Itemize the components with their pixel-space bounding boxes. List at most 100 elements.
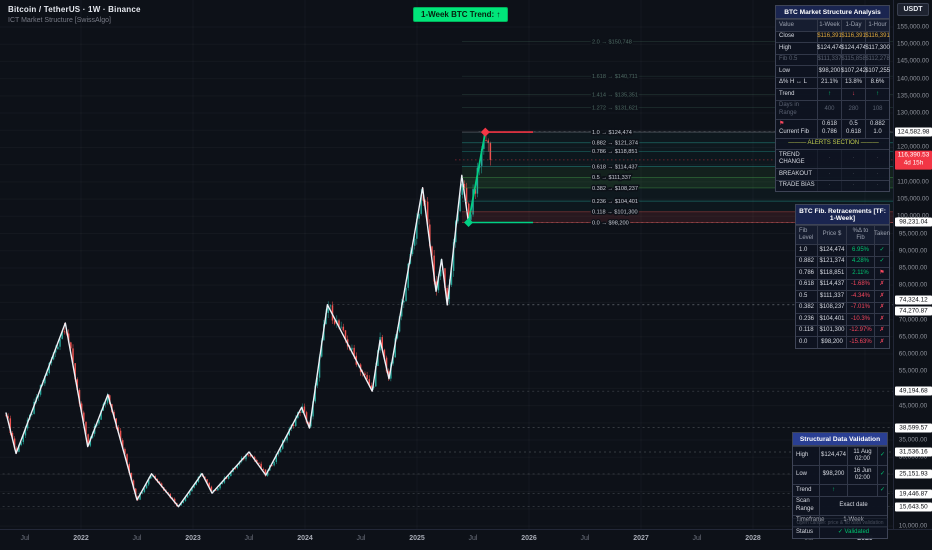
price-level-badge: 98,231.04 (895, 217, 932, 227)
candle-body (368, 379, 371, 386)
candle-body (44, 375, 46, 384)
candle-body (247, 454, 249, 456)
fib-level-label: 0.786 → $118,851 (592, 149, 638, 155)
candle-body (24, 428, 27, 436)
row-label: Scan Range (796, 498, 814, 512)
ms-row-trend: Trend ↑ ↓ ↑ (776, 88, 889, 100)
value-cell: Exact date (819, 496, 887, 515)
price-axis[interactable]: USDT 155,000.00 150,000.00 145,000.00 140,0… (893, 0, 932, 530)
candle-body (121, 440, 124, 449)
candle-body (180, 503, 182, 506)
candle-body (80, 403, 83, 413)
fib-price-cell: $101,300 (817, 325, 846, 336)
chart-pane[interactable]: 2.0 → $150,748 1.618 → $140,711 1.414 → $1… (0, 0, 893, 539)
value-cell: $111,337 (817, 54, 842, 65)
candle-body (76, 379, 79, 390)
time-axis[interactable]: Jul 2022 Jul 2023 Jul 2024 Jul 2025 Jul 2026 Jul 20… (0, 529, 932, 550)
candle-body (253, 456, 256, 460)
candle-body (61, 331, 63, 339)
candle-body (18, 445, 20, 452)
candle-body (219, 484, 221, 489)
row-label: Trend (779, 90, 795, 97)
row-label: Days in Range (779, 102, 800, 116)
row-label: Trend (796, 486, 812, 493)
candle-body (210, 486, 213, 492)
fib-row-0-382: 0.382 $108,237 -7.01% ✗ (796, 301, 889, 313)
candle-body (141, 492, 143, 494)
fib-delta-cell: -1.68% (846, 279, 874, 290)
time-tick-label: Jul (244, 535, 254, 542)
candle-body (173, 498, 176, 503)
currency-button[interactable]: USDT (897, 3, 929, 16)
price-chart-canvas[interactable]: 2.0 → $150,748 1.618 → $140,711 1.414 → $1… (0, 0, 893, 529)
val-row-high: High $124,474 11 Aug 02:00 ✓ (793, 446, 887, 465)
price-tick-label: 140,000.00 (897, 75, 929, 83)
fib-delta-cell: 6.95% (846, 245, 874, 256)
value-cell: 0.882 1.0 (865, 119, 889, 138)
candle-body (394, 338, 396, 358)
candle-body (450, 270, 453, 285)
fib-delta-cell: 4.28% (846, 256, 874, 267)
alert-cell: · (817, 169, 841, 180)
alert-cell: · (865, 169, 889, 180)
candle-body (9, 418, 12, 433)
candle-body (126, 454, 128, 465)
bar-countdown: 4d 15h (903, 159, 924, 167)
candle-body (271, 465, 273, 467)
val-row-status: Status ✓ Validated (793, 526, 887, 538)
candle-body (20, 442, 22, 446)
candle-body (59, 338, 61, 347)
candle-body (403, 300, 405, 303)
symbol-title[interactable]: Bitcoin / TetherUS · 1W · Binance (8, 5, 141, 14)
candle-body (344, 330, 347, 340)
value-cell: ↑ (865, 89, 889, 100)
price-level-badge: 31,536.16 (895, 447, 932, 457)
row-label: High (779, 44, 792, 51)
price-tick-label: 80,000.00 (898, 281, 928, 289)
candle-body (338, 320, 340, 327)
candle-body (316, 377, 319, 386)
candle-body (145, 484, 148, 489)
candle-body (227, 476, 230, 479)
fib-level-label: 0.118 → $101,300 (592, 210, 638, 216)
fib-level-cell: 0.382 (799, 304, 815, 310)
indicator-title[interactable]: ICT Market Structure [SwissAlgo] (8, 17, 111, 24)
candle-body (351, 347, 353, 350)
value-cell: 21.1% (817, 77, 841, 88)
date-cell: 16 Jun 02:00 (847, 466, 877, 484)
ms-alert-row-trend-change: TREND CHANGE · · · (776, 149, 889, 168)
check-cell: ✓ (877, 466, 887, 484)
check-cell: ✓ (877, 485, 887, 496)
candle-body (89, 438, 92, 446)
candle-body (457, 211, 459, 222)
price-tick-label: 150,000.00 (897, 40, 929, 48)
alert-cell: · (841, 150, 865, 168)
candle-body (424, 200, 427, 202)
value-cell: $98,200 (817, 66, 841, 77)
ms-row-low: Low $98,200 $107,242 $107,255 (776, 65, 890, 77)
candle-body (5, 415, 7, 417)
price-tick-label: 135,000.00 (897, 92, 929, 100)
price-level-badge: 25,151.93 (895, 469, 932, 479)
candle-body (292, 424, 295, 426)
fib-price-cell: $104,401 (817, 314, 846, 325)
candle-body (264, 469, 267, 476)
fib-level-cell: 0.236 (799, 315, 815, 322)
fib-level-cell: 0.618 (799, 281, 815, 287)
time-tick-label: 2022 (73, 535, 89, 542)
check-cell: ✓ (877, 447, 887, 465)
candle-body (418, 213, 420, 219)
candle-body (132, 480, 135, 489)
candle-body (117, 427, 120, 431)
price-tick-label: 105,000.00 (897, 195, 929, 203)
candle-body (463, 183, 466, 188)
price-tick-label: 70,000.00 (898, 316, 928, 324)
price-tick-label: 120,000.00 (897, 143, 929, 151)
candle-body (372, 386, 375, 389)
candle-body (364, 373, 366, 376)
candle-body (374, 365, 377, 387)
candle-body (85, 421, 87, 435)
candle-body (279, 448, 282, 453)
fib-row-0-0: 0.0 $98,200 -15.63% ✗ (796, 336, 889, 348)
val-row-low: Low $98,200 16 Jun 02:00 ✓ (793, 465, 887, 484)
